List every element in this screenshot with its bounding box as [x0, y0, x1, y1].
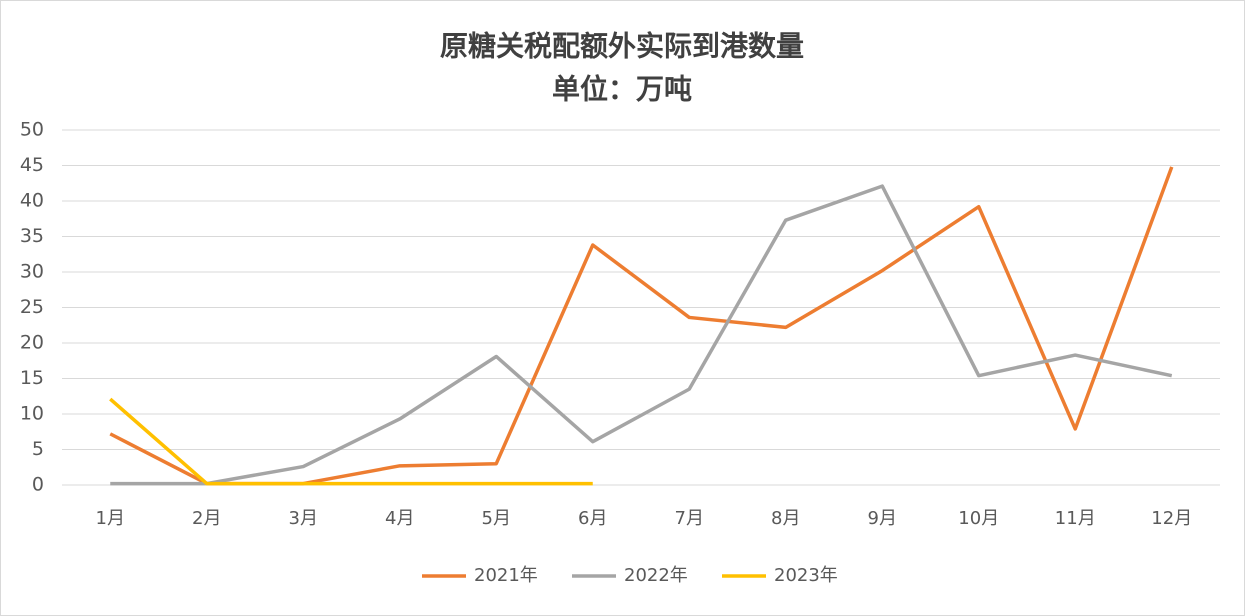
y-tick-label: 15 — [20, 367, 44, 389]
x-tick-label: 9月 — [868, 508, 897, 529]
x-tick-label: 4月 — [385, 508, 414, 529]
x-tick-label: 3月 — [289, 508, 318, 529]
y-tick-label: 45 — [20, 154, 44, 176]
legend-label: 2022年 — [624, 565, 688, 586]
x-tick-label: 8月 — [771, 508, 800, 529]
y-tick-label: 25 — [20, 296, 44, 318]
x-tick-label: 6月 — [578, 508, 607, 529]
series-line — [110, 184, 1173, 486]
x-tick-label: 12月 — [1151, 508, 1192, 529]
y-tick-label: 30 — [20, 261, 44, 283]
x-tick-label: 7月 — [675, 508, 704, 529]
y-tick-label: 50 — [20, 119, 44, 141]
x-tick-label: 5月 — [482, 508, 511, 529]
x-tick-label: 2月 — [192, 508, 221, 529]
x-tick-label: 10月 — [958, 508, 999, 529]
y-tick-label: 10 — [20, 403, 44, 425]
chart-title: 原糖关税配额外实际到港数量 — [440, 30, 804, 63]
y-tick-label: 5 — [32, 438, 44, 460]
x-tick-label: 1月 — [96, 508, 125, 529]
x-tick-label: 11月 — [1055, 508, 1096, 529]
y-tick-label: 20 — [20, 332, 44, 354]
y-tick-label: 35 — [20, 225, 44, 247]
chart-subtitle: 单位：万吨 — [552, 73, 692, 106]
legend-label: 2021年 — [474, 565, 538, 586]
y-tick-label: 0 — [32, 474, 44, 496]
legend-label: 2023年 — [774, 565, 838, 586]
series-line — [109, 397, 593, 486]
y-tick-label: 40 — [20, 190, 44, 212]
